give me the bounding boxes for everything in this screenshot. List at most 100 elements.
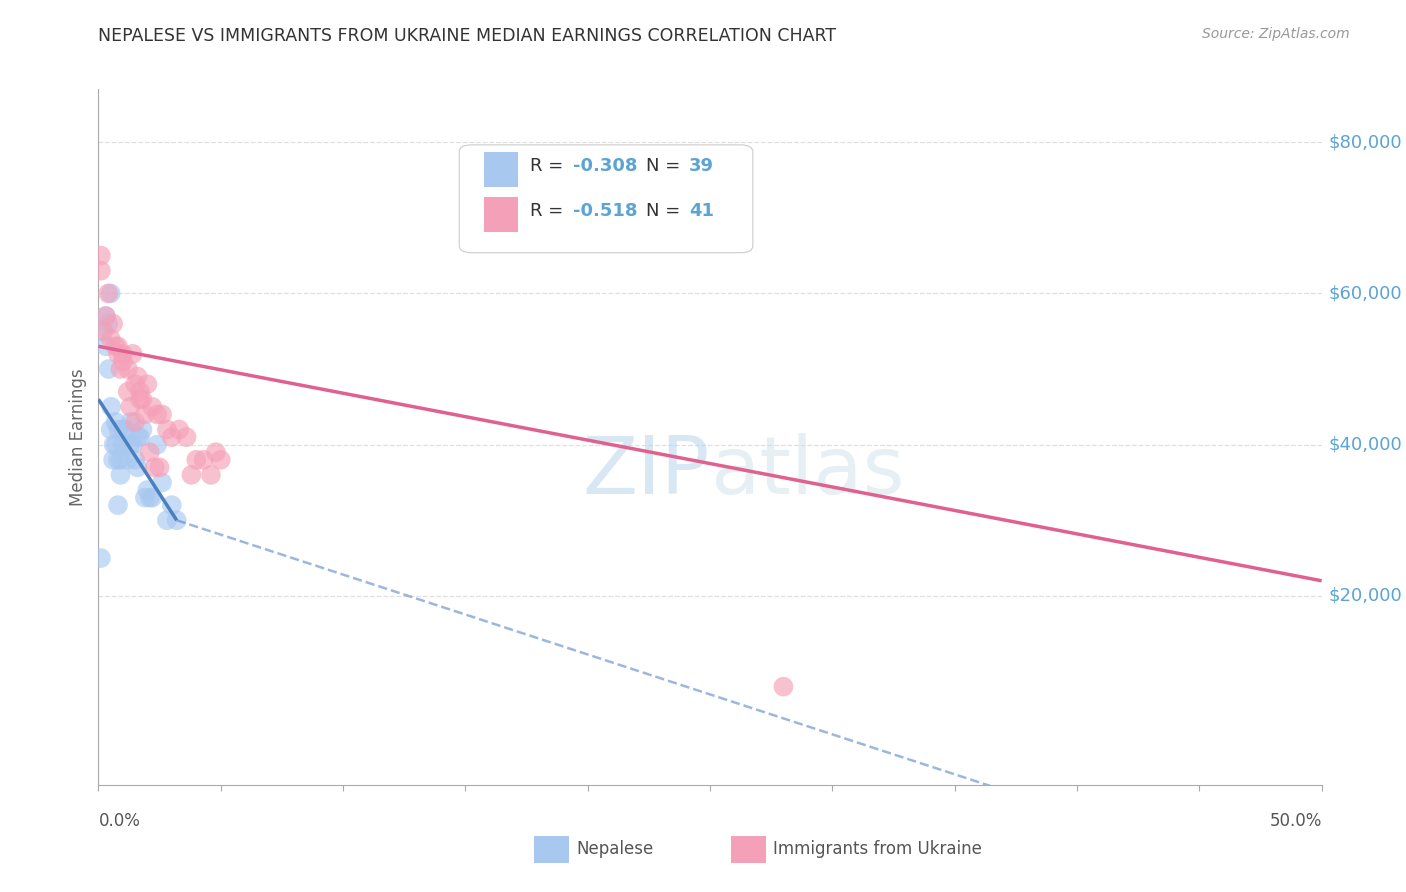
- Point: [100, 400, 122, 414]
- Point: [166, 513, 188, 527]
- Point: [156, 513, 179, 527]
- Point: [160, 498, 183, 512]
- Point: [100, 423, 122, 437]
- Point: [111, 423, 134, 437]
- Point: [129, 392, 152, 407]
- Text: Source: ZipAtlas.com: Source: ZipAtlas.com: [1202, 27, 1350, 41]
- Text: N =: N =: [647, 202, 686, 220]
- Point: [90, 551, 112, 566]
- Point: [107, 347, 129, 361]
- Text: NEPALESE VS IMMIGRANTS FROM UKRAINE MEDIAN EARNINGS CORRELATION CHART: NEPALESE VS IMMIGRANTS FROM UKRAINE MEDI…: [98, 27, 837, 45]
- Point: [134, 408, 156, 422]
- Text: Nepalese: Nepalese: [576, 840, 654, 858]
- FancyBboxPatch shape: [484, 152, 517, 186]
- Point: [121, 347, 143, 361]
- Point: [146, 437, 169, 451]
- Point: [112, 437, 135, 451]
- Point: [117, 452, 139, 467]
- Text: 0.0%: 0.0%: [98, 812, 141, 830]
- Point: [107, 452, 129, 467]
- Point: [136, 377, 159, 392]
- Text: N =: N =: [647, 157, 686, 175]
- Point: [160, 430, 183, 444]
- Text: R =: R =: [530, 157, 569, 175]
- Text: atlas: atlas: [710, 433, 904, 511]
- Point: [124, 377, 146, 392]
- Point: [105, 437, 128, 451]
- Point: [110, 467, 132, 482]
- Point: [104, 415, 127, 429]
- Text: Immigrants from Ukraine: Immigrants from Ukraine: [773, 840, 983, 858]
- Point: [94, 309, 117, 323]
- Point: [104, 339, 127, 353]
- Text: 50.0%: 50.0%: [1270, 812, 1322, 830]
- Point: [193, 452, 215, 467]
- Point: [186, 452, 208, 467]
- Point: [91, 324, 114, 338]
- Text: -0.518: -0.518: [574, 202, 637, 220]
- Text: $40,000: $40,000: [1329, 435, 1402, 454]
- Point: [136, 483, 159, 497]
- Point: [100, 286, 122, 301]
- Point: [107, 339, 129, 353]
- Point: [100, 332, 122, 346]
- Point: [127, 369, 149, 384]
- Text: $80,000: $80,000: [1329, 133, 1402, 151]
- Point: [97, 317, 120, 331]
- Point: [150, 408, 173, 422]
- Text: -0.308: -0.308: [574, 157, 637, 175]
- Point: [117, 362, 139, 376]
- Point: [149, 460, 172, 475]
- Point: [129, 384, 152, 399]
- Point: [134, 491, 156, 505]
- Point: [143, 460, 166, 475]
- Point: [107, 498, 129, 512]
- Point: [111, 354, 134, 368]
- Point: [209, 452, 232, 467]
- Text: 41: 41: [689, 202, 714, 220]
- Point: [127, 430, 149, 444]
- Y-axis label: Median Earnings: Median Earnings: [69, 368, 87, 506]
- Point: [117, 384, 139, 399]
- Point: [101, 317, 124, 331]
- Point: [150, 475, 173, 490]
- Point: [97, 362, 120, 376]
- Point: [180, 467, 202, 482]
- Point: [156, 423, 179, 437]
- Point: [90, 263, 112, 277]
- Point: [120, 415, 142, 429]
- Point: [110, 452, 132, 467]
- Point: [114, 423, 136, 437]
- Text: $60,000: $60,000: [1329, 285, 1402, 302]
- Text: 39: 39: [689, 157, 714, 175]
- Point: [167, 423, 190, 437]
- Point: [91, 324, 114, 338]
- Point: [94, 309, 117, 323]
- Text: ZIP: ZIP: [582, 433, 710, 511]
- Point: [176, 430, 198, 444]
- Point: [139, 445, 162, 459]
- Point: [141, 491, 163, 505]
- FancyBboxPatch shape: [460, 145, 752, 252]
- Point: [131, 423, 153, 437]
- Point: [772, 680, 794, 694]
- Point: [200, 467, 222, 482]
- Point: [90, 249, 112, 263]
- Point: [110, 362, 132, 376]
- Text: R =: R =: [530, 202, 569, 220]
- FancyBboxPatch shape: [484, 197, 517, 232]
- Point: [139, 491, 162, 505]
- Point: [127, 460, 149, 475]
- Point: [146, 408, 169, 422]
- Point: [96, 339, 118, 353]
- Point: [111, 347, 134, 361]
- Point: [107, 423, 129, 437]
- Point: [101, 452, 124, 467]
- Point: [131, 392, 153, 407]
- Point: [124, 415, 146, 429]
- Point: [129, 430, 152, 444]
- Text: $20,000: $20,000: [1329, 587, 1402, 605]
- Point: [120, 400, 142, 414]
- Point: [121, 437, 143, 451]
- Point: [103, 437, 125, 451]
